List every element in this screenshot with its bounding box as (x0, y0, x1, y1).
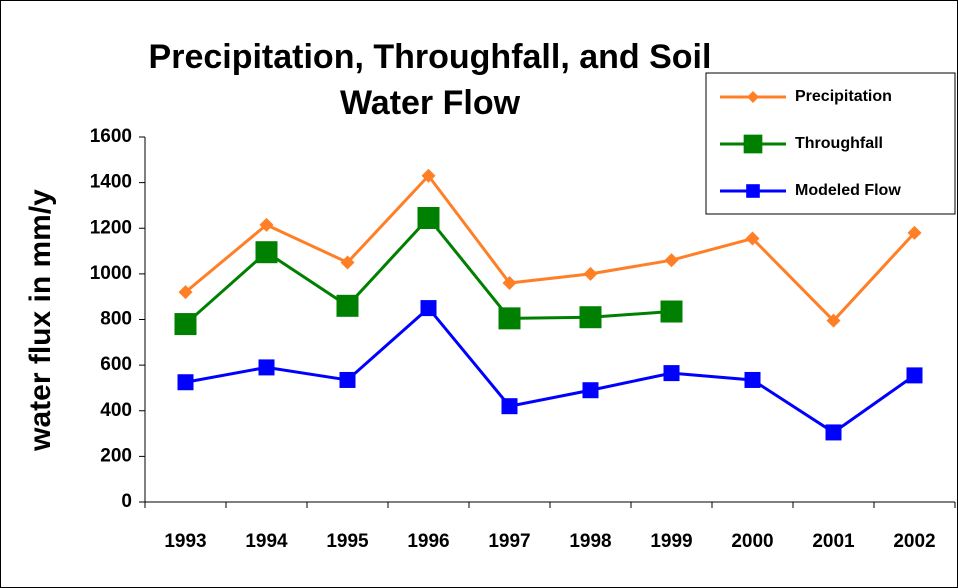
marker (255, 241, 278, 264)
y-axis-label: water flux in mm/y (24, 189, 57, 452)
y-tick-label: 0 (121, 491, 132, 512)
x-tick-label: 2002 (893, 531, 935, 552)
legend-label: Precipitation (795, 88, 892, 105)
marker (178, 285, 193, 300)
marker (743, 134, 763, 154)
marker (340, 255, 355, 270)
marker (664, 253, 679, 268)
series-line (185, 305, 916, 435)
legend-label: Throughfall (795, 135, 883, 152)
marker (339, 371, 356, 388)
y-tick-label: 1400 (90, 172, 132, 193)
y-tick-label: 600 (100, 354, 132, 375)
legend-label: Modeled Flow (795, 182, 901, 199)
marker (420, 300, 437, 317)
x-tick-label: 1993 (164, 531, 206, 552)
marker (336, 294, 359, 317)
marker (258, 359, 275, 376)
legend: Precipitation Throughfall Modeled Flow (705, 72, 956, 215)
marker (177, 374, 194, 391)
y-tick-label: 800 (100, 309, 132, 330)
marker (663, 365, 680, 382)
x-tick-label: 2000 (731, 531, 773, 552)
y-tick-label: 400 (100, 400, 132, 421)
chart-title: Precipitation, Throughfall, and Soil Wat… (148, 38, 712, 122)
marker (174, 313, 197, 336)
x-tick-label: 1998 (569, 531, 611, 552)
x-tick-label: 2001 (812, 531, 855, 552)
marker (660, 300, 683, 323)
marker (502, 276, 517, 290)
marker (907, 225, 922, 240)
series-line (184, 173, 916, 323)
x-tick-label: 1994 (245, 531, 288, 552)
marker (579, 306, 602, 329)
marker (421, 168, 436, 183)
marker (825, 424, 842, 441)
y-tick-label: 1200 (90, 217, 132, 238)
marker (498, 307, 521, 330)
marker (745, 231, 760, 246)
marker (746, 184, 760, 198)
x-tick-label: 1999 (650, 531, 692, 552)
marker (583, 266, 598, 281)
marker (501, 398, 518, 415)
marker (417, 206, 440, 229)
x-tick-label: 1997 (488, 531, 530, 552)
marker (747, 91, 759, 103)
marker (906, 367, 923, 384)
marker (582, 382, 599, 399)
marker (744, 371, 761, 388)
marker (826, 313, 841, 328)
marker (259, 217, 274, 232)
x-tick-label: 1996 (407, 531, 449, 552)
y-tick-label: 1600 (90, 126, 132, 147)
y-tick-label: 1000 (90, 263, 132, 284)
y-tick-label: 200 (100, 445, 132, 466)
x-tick-label: 1995 (326, 531, 369, 552)
